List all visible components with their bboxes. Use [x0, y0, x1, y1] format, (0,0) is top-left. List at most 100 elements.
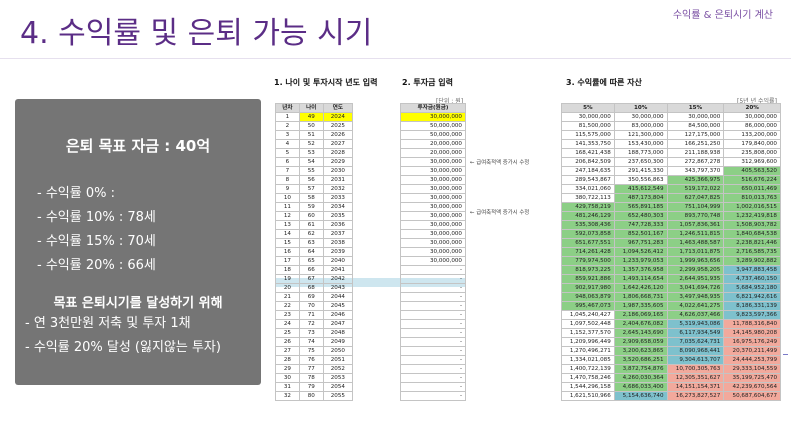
- unit-label-investment: [단위 : 원]: [436, 98, 464, 105]
- asset-cell: 127,175,000: [666, 130, 725, 140]
- asset-cell: 1,270,496,271: [561, 346, 615, 356]
- asset-cell: 83,000,000: [613, 121, 668, 131]
- table-cell: 62: [298, 229, 324, 239]
- table-cell: 7: [275, 166, 300, 176]
- table-row: 30,000,000: [400, 202, 466, 212]
- table-row: 31 79 2054: [275, 382, 354, 392]
- table-row: 1,544,296,158 4,686,033,400 14,151,154,371…: [561, 382, 781, 392]
- asset-cell: 1,094,526,412: [613, 247, 668, 257]
- asset-cell: 650,011,469: [723, 184, 781, 194]
- table-cell: 2025: [322, 121, 354, 131]
- asset-cell: 121,300,000: [613, 130, 668, 140]
- asset-cell: 1,806,668,731: [613, 292, 668, 302]
- asset-cell: 42,239,670,564: [723, 382, 781, 392]
- asset-cell: 29,333,104,559: [723, 364, 781, 374]
- table-row: 27 75 2050: [275, 346, 354, 356]
- table-cell: 13: [275, 220, 300, 230]
- table-cell: 19: [275, 274, 300, 284]
- table-cell: 69: [298, 292, 324, 302]
- table-row: 28 76 2051: [275, 355, 354, 365]
- table-cell: 9: [275, 184, 300, 194]
- table-row: -: [400, 337, 466, 347]
- table-row: -: [400, 310, 466, 320]
- table-row: 24 72 2047: [275, 319, 354, 329]
- asset-cell: 425,366,975: [666, 175, 725, 185]
- investment-cell: -: [400, 373, 466, 383]
- strategy-item: - 수익률 20% 달성 (잃지않는 투자): [25, 340, 221, 355]
- table-row: 32 80 2055: [275, 391, 354, 401]
- investment-cell[interactable]: 30,000,000: [400, 112, 466, 122]
- asset-cell: 2,645,143,690: [613, 328, 668, 338]
- table-cell[interactable]: 2024: [322, 112, 354, 122]
- table-cell: 71: [298, 310, 324, 320]
- table-cell: 20: [275, 283, 300, 293]
- investment-cell: 50,000,000: [400, 121, 466, 131]
- table-cell: 2049: [322, 337, 354, 347]
- asset-cell: 1,232,419,818: [723, 211, 781, 221]
- header-row: 투자금(원금): [400, 103, 466, 113]
- table-cell: 51: [298, 130, 324, 140]
- table-cell: 22: [275, 301, 300, 311]
- asset-cell: 312,969,600: [723, 157, 781, 167]
- asset-cell: 20,370,211,499: [723, 346, 781, 356]
- table-row: 779,974,500 1,233,979,053 1,999,963,656 3,2…: [561, 256, 781, 266]
- rate-item: - 수익률 20% : 66세: [37, 258, 156, 273]
- asset-cell: 1,493,114,654: [613, 274, 668, 284]
- asset-cell: 1,002,016,515: [723, 202, 781, 212]
- asset-cell: 2,186,069,165: [613, 310, 668, 320]
- table-row: 30,000,000: [400, 112, 466, 122]
- table-row: 289,543,867 350,556,863 425,366,975 516,676…: [561, 175, 781, 185]
- table-row: 30,000,000: [400, 184, 466, 194]
- table-cell: 2033: [322, 193, 354, 203]
- table-row: -: [400, 364, 466, 374]
- table-cell: 2051: [322, 355, 354, 365]
- table-cell: 2026: [322, 130, 354, 140]
- table-cell: 2043: [322, 283, 354, 293]
- table-row: 22 70 2045: [275, 301, 354, 311]
- table-row: 30,000,000: [400, 193, 466, 203]
- asset-cell: 153,430,000: [613, 139, 668, 149]
- table-cell: 2029: [322, 157, 354, 167]
- table-row: -: [400, 346, 466, 356]
- table-row: 5 53 2028: [275, 148, 354, 158]
- table-row: -: [400, 274, 466, 284]
- asset-cell: 350,556,863: [613, 175, 668, 185]
- asset-cell: 4,737,460,150: [723, 274, 781, 284]
- investment-cell: 30,000,000: [400, 256, 466, 266]
- table-cell[interactable]: 49: [298, 112, 324, 122]
- table-cell: 52: [298, 139, 324, 149]
- asset-cell: 1,400,722,139: [561, 364, 615, 374]
- asset-cell: 115,575,000: [561, 130, 615, 140]
- asset-cell: 1,097,502,448: [561, 319, 615, 329]
- asset-cell: 415,612,549: [613, 184, 668, 194]
- table-cell: 2046: [322, 310, 354, 320]
- table-row: -: [400, 265, 466, 275]
- investment-cell: -: [400, 328, 466, 338]
- asset-cell: 1,544,296,158: [561, 382, 615, 392]
- header-row: 년차 나이 연도: [275, 103, 354, 113]
- table-cell: 58: [298, 193, 324, 203]
- asset-cell: 995,467,073: [561, 301, 615, 311]
- summary-panel: 은퇴 목표 자금 : 40억 - 수익률 0% : - 수익률 10% : 78…: [15, 99, 261, 385]
- row-marker: [783, 354, 788, 355]
- column-header: 투자금(원금): [400, 103, 466, 113]
- asset-cell: 4,626,037,466: [666, 310, 725, 320]
- table-cell: 2048: [322, 328, 354, 338]
- table-row: 30,000,000: [400, 157, 466, 167]
- table-row: 1,621,510,966 5,154,636,740 16,273,827,527…: [561, 391, 781, 401]
- header-row: 5% 10% 15% 20%: [561, 103, 781, 113]
- asset-cell: 4,260,030,364: [613, 373, 668, 383]
- table-cell: 50: [298, 121, 324, 131]
- table-cell: 2028: [322, 148, 354, 158]
- asset-cell: 535,308,436: [561, 220, 615, 230]
- table-cell: 63: [298, 238, 324, 248]
- table-cell: 8: [275, 175, 300, 185]
- table-row: 20 68 2043: [275, 283, 354, 293]
- table-row: 16 64 2039: [275, 247, 354, 257]
- asset-cell: 334,021,060: [561, 184, 615, 194]
- asset-cell: 5,319,943,086: [666, 319, 725, 329]
- asset-cell: 16,975,176,249: [723, 337, 781, 347]
- table-row: 1,334,021,085 3,520,686,251 9,304,613,707 2…: [561, 355, 781, 365]
- asset-cell: 1,999,963,656: [666, 256, 725, 266]
- investment-cell: 50,000,000: [400, 130, 466, 140]
